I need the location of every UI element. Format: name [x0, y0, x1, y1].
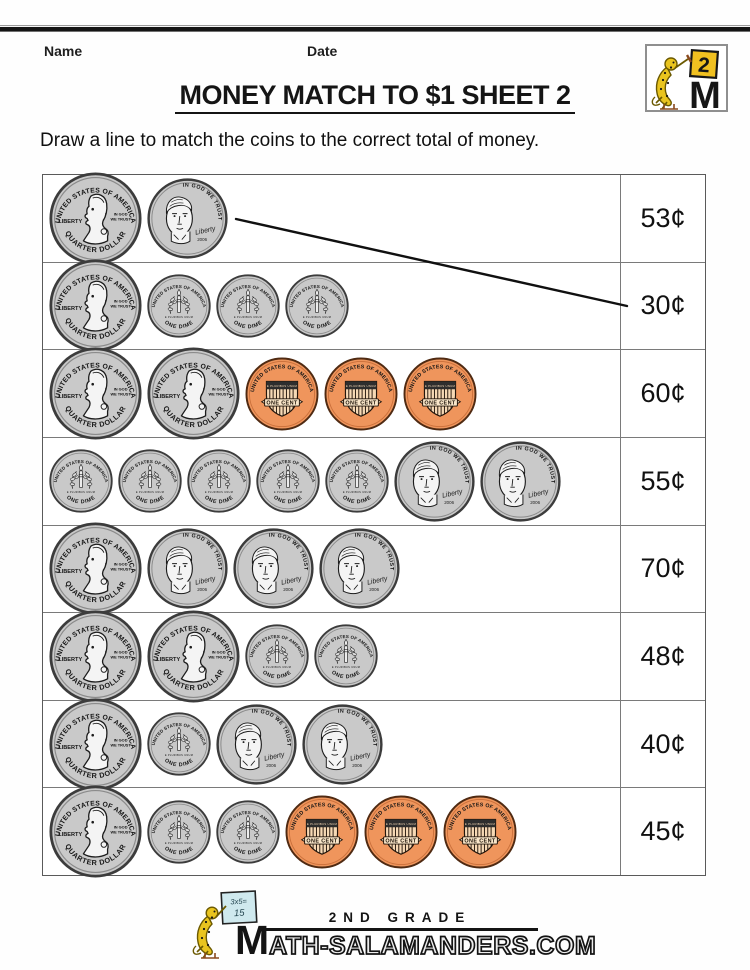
footer-divider: [260, 928, 538, 931]
amount-label[interactable]: 40¢: [640, 728, 686, 759]
dime-coin: [314, 624, 378, 688]
amount-label[interactable]: 48¢: [640, 640, 686, 671]
coin-group[interactable]: [43, 788, 621, 875]
quarter-coin: [49, 172, 142, 265]
nickel-coin: [394, 441, 475, 522]
coin-group[interactable]: [43, 175, 621, 262]
nickel-coin: [216, 704, 297, 785]
table-row: 40¢: [43, 701, 705, 789]
nickel-coin: [480, 441, 561, 522]
dime-coin: [285, 274, 349, 338]
salamander-figure: [651, 54, 693, 110]
dime-coin: [147, 712, 211, 776]
table-row: 30¢: [43, 263, 705, 351]
matching-table: 53¢ 30¢ 60¢ 55¢ 70¢ 48¢ 40¢: [42, 174, 706, 876]
m-monogram: M: [689, 75, 721, 111]
quarter-coin: [49, 522, 142, 615]
amount-label[interactable]: 70¢: [640, 553, 686, 584]
nickel-coin: [319, 528, 400, 609]
quarter-coin: [49, 347, 142, 440]
quarter-coin: [147, 347, 240, 440]
nickel-coin: [233, 528, 314, 609]
table-row: 48¢: [43, 613, 705, 701]
coin-group[interactable]: [43, 701, 621, 788]
nickel-coin: [147, 528, 228, 609]
date-label: Date: [307, 43, 338, 59]
coin-group[interactable]: [43, 613, 621, 700]
site-logo-text: M ATH-SALAMANDERS.COM: [235, 917, 597, 963]
salamander-figure: [192, 905, 227, 959]
penny-coin: [443, 795, 517, 869]
salamander-easel-icon: 3x5= 15: [192, 890, 258, 959]
table-row: 60¢: [43, 350, 705, 438]
dime-coin: [245, 624, 309, 688]
penny-coin: [245, 357, 319, 431]
grade-logo-badge: 2 M: [645, 44, 728, 112]
grade-number: 2: [697, 54, 710, 78]
dime-coin: [147, 800, 211, 864]
amount-label[interactable]: 55¢: [640, 465, 686, 496]
table-row: 45¢: [43, 788, 705, 875]
dime-coin: [147, 274, 211, 338]
salamander-grade-icon: 2 M: [651, 48, 721, 111]
instruction-text: Draw a line to match the coins to the co…: [40, 130, 540, 151]
svg-text:15: 15: [234, 908, 246, 920]
dime-coin: [216, 274, 280, 338]
coin-group[interactable]: [43, 263, 621, 350]
penny-coin: [285, 795, 359, 869]
quarter-coin: [49, 785, 142, 878]
amount-label[interactable]: 53¢: [640, 202, 686, 233]
amount-label[interactable]: 60¢: [640, 378, 686, 409]
dime-coin: [325, 449, 389, 513]
amount-label[interactable]: 30¢: [640, 290, 686, 321]
dime-coin: [216, 800, 280, 864]
quarter-coin: [49, 698, 142, 791]
penny-coin: [403, 357, 477, 431]
top-rule: [0, 25, 750, 33]
quarter-coin: [147, 610, 240, 703]
site-logo-initial: M: [235, 917, 270, 963]
footer-grade-text: 2ND GRADE: [328, 910, 472, 925]
coin-group[interactable]: [43, 437, 621, 525]
site-logo-rest: ATH-SALAMANDERS.COM: [268, 932, 597, 960]
amount-label[interactable]: 45¢: [640, 816, 686, 847]
dime-coin: [256, 449, 320, 513]
coin-group[interactable]: [43, 350, 621, 437]
page-title: MONEY MATCH TO $1 SHEET 2: [175, 80, 575, 114]
coin-group[interactable]: [43, 526, 621, 613]
name-label: Name: [44, 43, 83, 59]
dime-coin: [187, 449, 251, 513]
dime-coin: [49, 449, 113, 513]
table-row: 55¢: [43, 437, 705, 526]
nickel-coin: [147, 178, 228, 259]
nickel-coin: [302, 704, 383, 785]
svg-text:3x5=: 3x5=: [230, 896, 248, 906]
dime-coin: [118, 449, 182, 513]
quarter-coin: [49, 259, 142, 352]
quarter-coin: [49, 610, 142, 703]
penny-coin: [364, 795, 438, 869]
penny-coin: [324, 357, 398, 431]
table-row: 70¢: [43, 526, 705, 614]
table-row: 53¢: [43, 175, 705, 263]
